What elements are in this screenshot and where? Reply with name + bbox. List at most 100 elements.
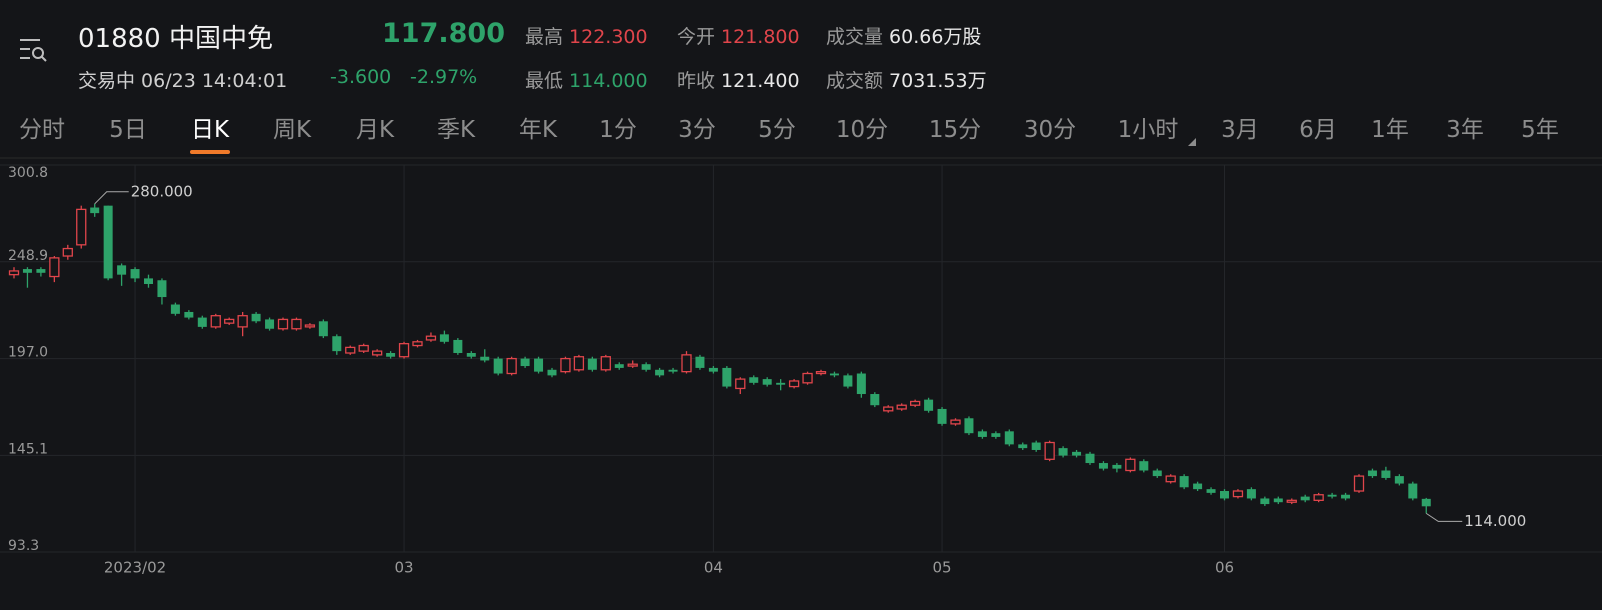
candle-body [144,278,153,284]
candle-body [815,370,827,375]
stat-label: 昨收 [677,70,716,92]
price-change: -3.600 [330,66,392,88]
stock-price: 117.800 [382,18,505,49]
candle-body [1139,461,1149,471]
period-tab[interactable]: 季K [436,117,476,143]
candle-body [534,358,544,372]
period-tab[interactable]: 30分 [1023,117,1077,143]
stat: 成交额 7031.53万 [826,66,987,93]
icon-circle [32,47,44,59]
candle-body [157,280,167,298]
period-tab[interactable]: 分时 [19,117,65,143]
candle-body [358,344,369,352]
candle-body [76,208,87,246]
candle-body [991,433,1001,437]
candle-body [1300,496,1310,501]
candle-body [1098,463,1108,469]
candle-body [708,367,718,372]
stat-label: 最高 [525,26,564,48]
candle-body [749,377,759,383]
candle-body [547,369,557,376]
price-change-pct: -2.97% [410,66,478,88]
period-tab[interactable]: 1小时 [1117,117,1179,143]
candle-body [224,318,235,324]
candle-body [62,247,73,257]
candle-body [103,205,113,279]
candle-body [1072,451,1082,456]
stat: 今开 121.800 [677,22,800,49]
annotation: 114.000 [1464,512,1526,530]
candle-body [210,315,221,328]
stat-label: 今开 [677,26,716,48]
period-tab[interactable]: 15分 [928,117,982,143]
candle-body [964,418,974,434]
candle-body [49,257,60,278]
candle-body [291,318,302,330]
stat-label: 成交额 [826,70,884,92]
candle-body [1031,442,1041,450]
candle-body [695,356,705,368]
candle-body [776,382,786,385]
period-tab[interactable]: 5分 [758,117,796,143]
candle-body [398,343,410,358]
period-tab[interactable]: 10分 [835,117,889,143]
period-tab[interactable]: 3分 [678,117,716,143]
candle-body [22,269,32,273]
annotation-leader [1425,512,1463,522]
stat: 最高 122.300 [525,22,648,49]
candle-body [681,354,692,373]
candle-body [1341,494,1351,499]
candle-body [493,358,503,374]
period-tab[interactable]: 周K [272,117,312,143]
period-tab[interactable]: 6月 [1299,117,1337,143]
period-tab[interactable]: 3年 [1446,117,1484,143]
candle-body [1394,476,1404,484]
period-tab[interactable]: 3月 [1221,117,1259,143]
candle-body [412,341,423,347]
candle-body [802,372,813,384]
candle-body [170,304,180,314]
annotation: 280.000 [131,182,193,200]
candle-body [722,367,732,387]
period-tab[interactable]: 1年 [1371,117,1409,143]
period-tab[interactable]: 年K [518,117,558,143]
candle-body [1165,475,1176,483]
period-tab[interactable]: 1分 [599,117,637,143]
candle-body [1327,494,1337,497]
candle-body [184,311,194,318]
x-tick-label: 06 [1215,559,1234,577]
candle-body [735,378,746,390]
period-tab[interactable]: 5年 [1521,117,1559,143]
stock-title: 01880 中国中免 [78,24,273,54]
stat-value: 114.000 [569,70,648,92]
candle-body [237,315,248,328]
period-tab[interactable]: 5日 [109,117,147,143]
annotation-leader [94,191,129,205]
candle-body [1367,470,1377,477]
candle-body [1044,441,1055,460]
stat-label: 成交量 [826,26,884,48]
candle-body [1004,431,1014,445]
candle-body [937,408,947,424]
candle-body [332,336,342,352]
candle-body [587,358,597,370]
dropdown-indicator [1188,138,1196,146]
candle-body [318,321,328,337]
candle-body [762,379,772,385]
candle-body [345,346,356,354]
candle-body [950,419,961,425]
period-tab[interactable]: 日K [190,117,230,143]
stat: 昨收 121.400 [677,66,800,93]
candle-body [480,356,490,361]
candle-body [8,270,20,276]
candle-body [1232,490,1244,498]
menu-icon[interactable] [18,36,50,66]
candle-body [614,364,624,368]
candle-body [910,400,921,406]
candle-body [788,380,800,388]
candle-body [36,269,46,273]
y-tick-label: 145.1 [8,441,48,457]
period-tab[interactable]: 月K [355,117,395,143]
candle-body [977,431,987,437]
x-tick-label: 05 [933,559,952,577]
